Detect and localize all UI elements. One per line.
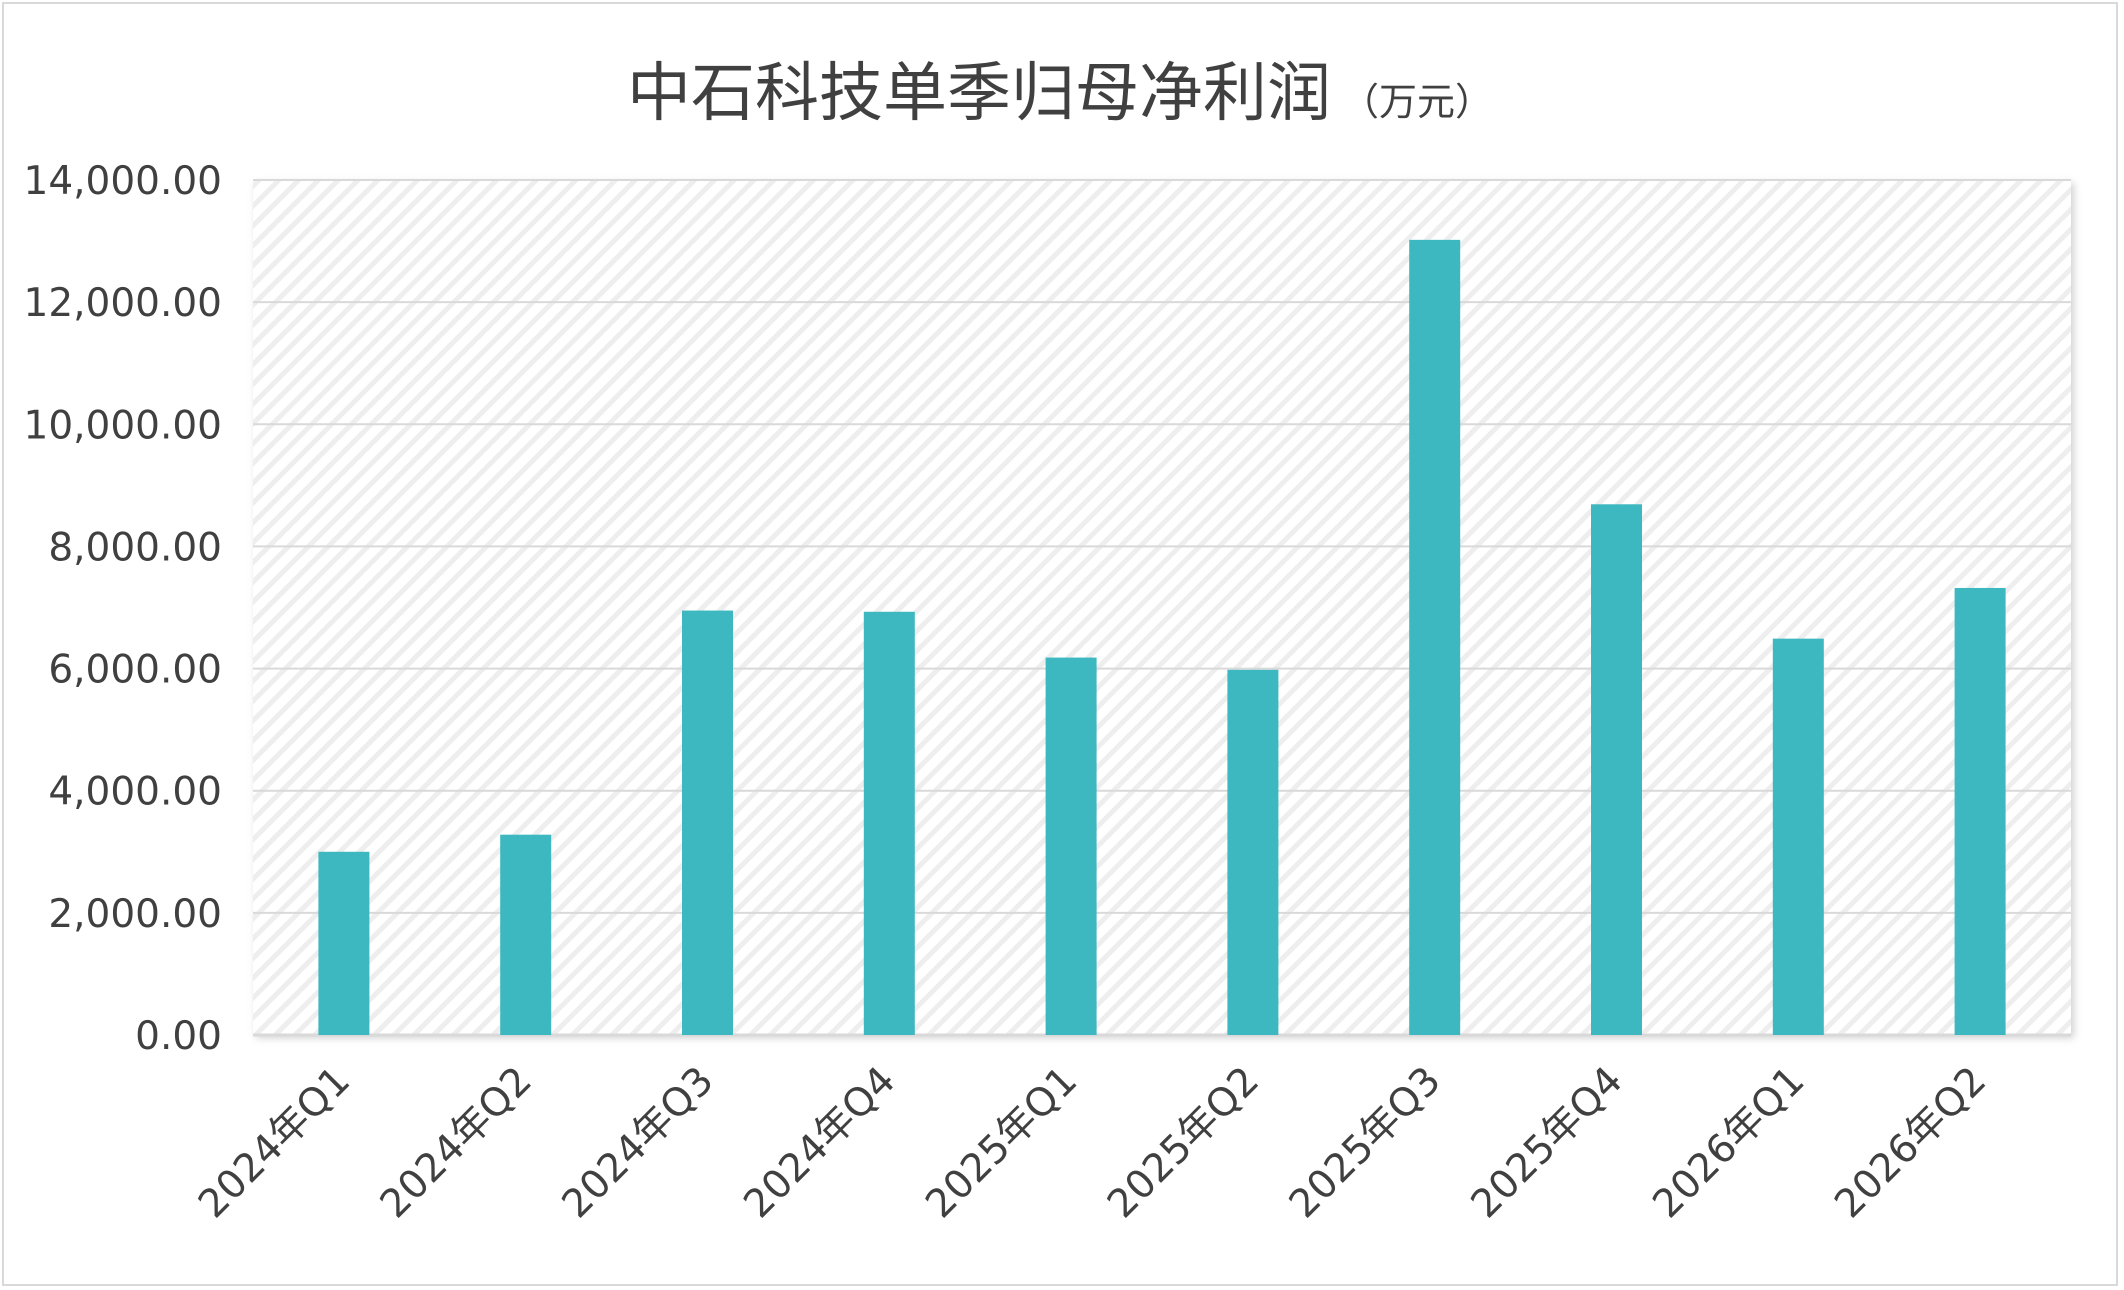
bar xyxy=(1409,239,1461,1036)
y-tick-label: 8,000.00 xyxy=(48,525,222,570)
bars xyxy=(318,239,2006,1036)
y-tick-label: 2,000.00 xyxy=(48,892,222,937)
x-tick-label: 2025年Q4 xyxy=(1463,1058,1632,1227)
x-tick-label: 2024年Q4 xyxy=(736,1058,905,1227)
y-tick-label: 4,000.00 xyxy=(48,770,222,815)
y-tick-label: 14,000.00 xyxy=(24,159,223,204)
x-tick-label: 2024年Q3 xyxy=(554,1058,723,1227)
chart-title-unit: （万元） xyxy=(1340,80,1493,124)
bar xyxy=(682,610,733,1035)
x-tick-label: 2026年Q1 xyxy=(1645,1058,1814,1227)
y-axis-ticks: 0.00 2,000.00 4,000.00 6,000.00 8,000.00 10,0… xyxy=(24,159,223,1059)
x-tick-label: 2025年Q1 xyxy=(917,1058,1086,1227)
y-tick-label: 10,000.00 xyxy=(24,403,223,448)
plot-area xyxy=(253,180,2071,1035)
chart-title: 中石科技单季归母净利润 （万元） xyxy=(4,42,2116,134)
bar xyxy=(1954,587,2006,1035)
bar xyxy=(863,611,915,1035)
y-tick-label: 6,000.00 xyxy=(48,648,222,693)
x-tick-label: 2026年Q2 xyxy=(1826,1058,1995,1227)
bar xyxy=(1227,669,1279,1035)
x-axis-ticks: 2024年Q1 2024年Q2 2024年Q3 2024年Q4 2025年Q1 2025年… xyxy=(190,1058,1995,1227)
x-tick-label: 2024年Q2 xyxy=(372,1058,541,1227)
bar xyxy=(318,851,370,1035)
bar xyxy=(1045,657,1097,1035)
y-tick-label: 12,000.00 xyxy=(24,281,223,326)
gridlines xyxy=(253,179,2071,1037)
y-tick-label: 0.00 xyxy=(135,1014,222,1059)
x-tick-label: 2025年Q3 xyxy=(1281,1058,1450,1227)
bar xyxy=(1591,504,1642,1035)
x-tick-label: 2024年Q1 xyxy=(190,1058,359,1227)
chart-title-text: 中石科技单季归母净利润 xyxy=(626,57,1331,131)
bar xyxy=(1772,638,1824,1035)
x-tick-label: 2025年Q2 xyxy=(1099,1058,1268,1227)
bar xyxy=(500,834,552,1035)
